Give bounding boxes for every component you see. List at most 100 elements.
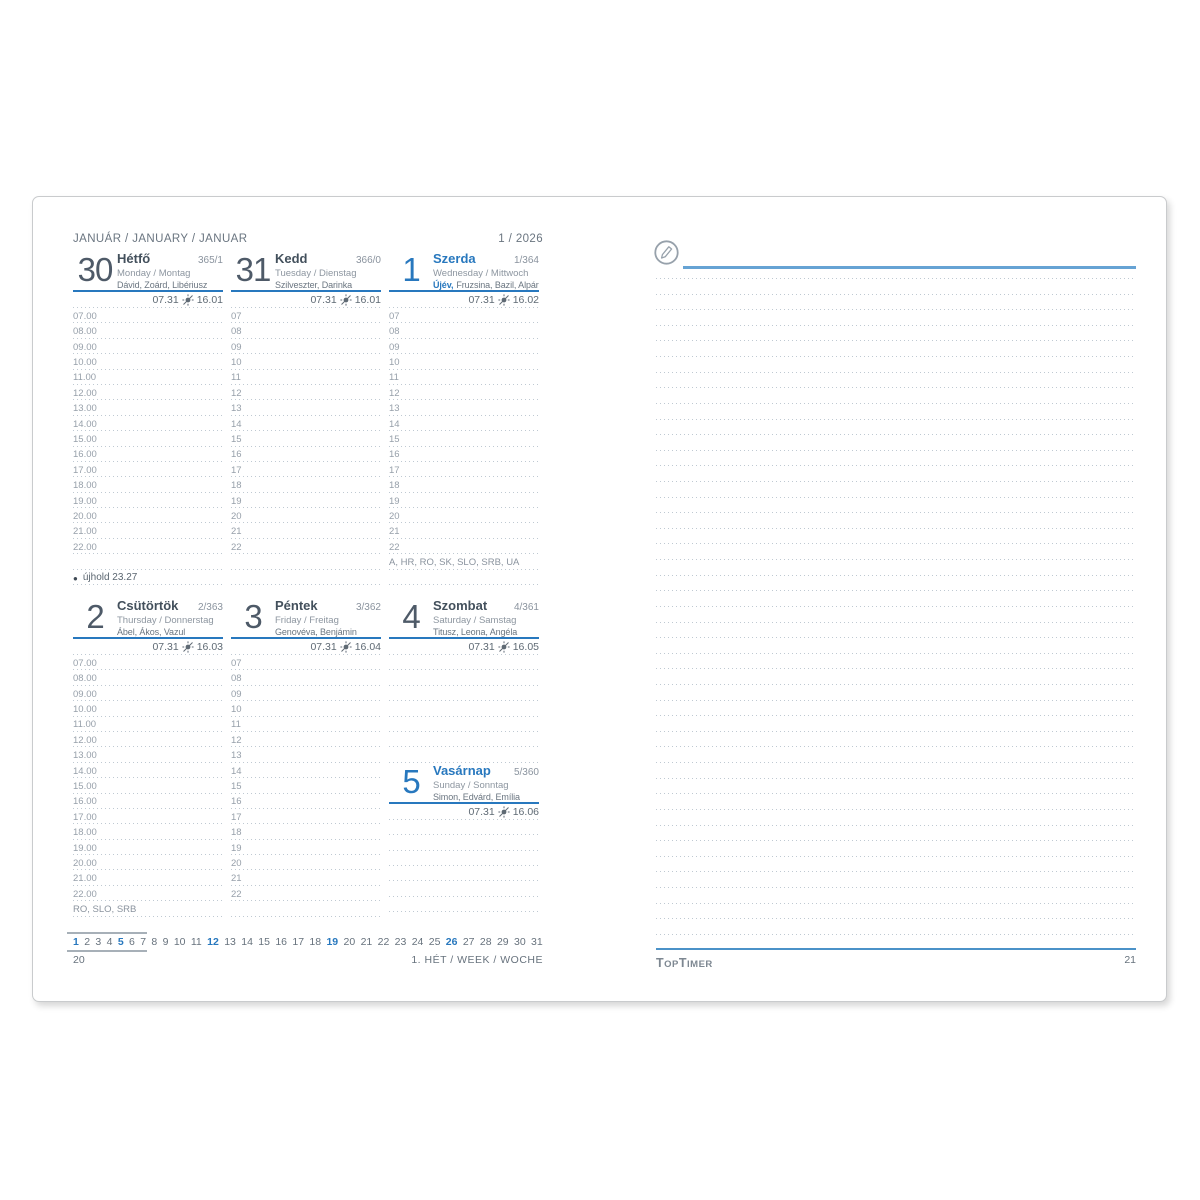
month-day: 9 [162, 936, 169, 948]
note-line [656, 387, 1136, 389]
hour-row: 18 [231, 477, 381, 493]
day-column-31: 31 Kedd 366/0 Tuesday / Dienstag Szilvesz… [231, 251, 381, 586]
day-header: 4 Szombat 4/361 Saturday / Samstag Titusz… [389, 598, 539, 639]
day-name: Péntek [275, 598, 318, 613]
holiday-name: Újév, [433, 280, 454, 290]
sun-times: 07.31 16.03 [73, 639, 223, 655]
name-days: Titusz, Leona, Angéla [433, 627, 518, 637]
hour-row: 08.00 [73, 670, 223, 686]
note-line [656, 730, 1136, 732]
empty-row [389, 819, 539, 836]
day-of-year: 1/364 [513, 255, 539, 266]
note-line [656, 621, 1136, 623]
sunset-icon [182, 641, 194, 653]
note-line [656, 402, 1136, 404]
empty-row [389, 655, 539, 671]
month-day: 8 [151, 936, 158, 948]
sun-times: 07.31 16.01 [73, 292, 223, 308]
hour-row: 13.00 [73, 747, 223, 763]
note-line [656, 605, 1136, 607]
hour-row: 16.00 [73, 446, 223, 462]
sunset-icon [340, 641, 352, 653]
sunset-icon [340, 294, 352, 306]
country-codes-row: A, HR, RO, SK, SLO, SRB, UA [389, 554, 539, 570]
hour-row: 20.00 [73, 508, 223, 524]
name-days: Dávid, Zoárd, Libériusz [117, 280, 208, 290]
month-day: 25 [428, 936, 441, 948]
month-day: 7 [140, 936, 147, 948]
note-line [656, 652, 1136, 654]
hour-row: 15 [231, 778, 381, 794]
note-line [656, 871, 1136, 873]
hour-row: 12.00 [73, 731, 223, 748]
hour-row: 11 [231, 716, 381, 732]
month-day: 13 [224, 936, 236, 948]
day-of-year: 366/0 [355, 255, 381, 266]
hour-row: 13 [231, 747, 381, 763]
month-day: 17 [292, 936, 305, 948]
hour-row: 20 [389, 508, 539, 524]
sun-times: 07.31 16.06 [389, 803, 539, 820]
hour-row: 14.00 [73, 415, 223, 432]
month-day: 6 [129, 936, 135, 948]
note-line [656, 902, 1136, 904]
day-number: 3 [244, 598, 262, 635]
day-name: Hétfő [117, 251, 151, 266]
hour-row: 21 [389, 523, 539, 539]
day-name: Szombat [433, 598, 488, 613]
day-header: 31 Kedd 366/0 Tuesday / Dienstag Szilvesz… [231, 251, 381, 292]
month-day: 29 [496, 936, 509, 948]
hour-row: 10 [231, 701, 381, 717]
hour-row: 16 [231, 793, 381, 809]
day-of-year: 365/1 [197, 255, 223, 266]
empty-row [389, 896, 539, 913]
month-day: 31 [531, 936, 543, 948]
note-line [656, 824, 1136, 826]
hour-row: 17.00 [73, 461, 223, 478]
empty-row [389, 747, 539, 763]
day-name: Kedd [275, 251, 308, 266]
hour-row: 22 [389, 538, 539, 555]
footer-line [656, 948, 1136, 950]
note-line [656, 434, 1136, 436]
note-line [656, 293, 1136, 295]
month-day: 4 [106, 936, 113, 948]
day-name: Szerda [433, 251, 476, 266]
day-of-year: 5/360 [513, 766, 539, 778]
hour-row: 11.00 [73, 369, 223, 385]
hour-grid: 07 08 09 10 11 12 13 14 15 16 17 18 19 20 21 22 [231, 655, 381, 917]
note-line [656, 278, 1136, 279]
month-days-strip: 1 2 3 4 5 6 7 8 9 10 11 12 13 14 15 16 17 18 19 20 21 22 23 24 2… [73, 936, 543, 948]
sunset-icon [182, 294, 194, 306]
notes-title-line [683, 266, 1136, 269]
hour-row: 16 [231, 446, 381, 462]
sunset-icon [498, 641, 510, 653]
notes-lines [33, 197, 1166, 1001]
day-name-translations: Thursday / Donnerstag [117, 615, 214, 626]
hour-row: 09.00 [73, 685, 223, 702]
empty-row [389, 685, 539, 702]
name-days: Simon, Edvárd, Emília [433, 791, 520, 802]
hour-row: 19 [231, 839, 381, 856]
day-number: 4 [402, 598, 420, 635]
hour-row: 17.00 [73, 808, 223, 825]
hour-row: 14 [231, 415, 381, 432]
month-day: 19 [326, 936, 339, 948]
hour-row: 19.00 [73, 839, 223, 856]
day-name-translations: Saturday / Samstag [433, 615, 517, 626]
note-line [656, 324, 1136, 326]
month-day: 22 [377, 936, 390, 948]
hour-row: 15 [231, 431, 381, 447]
hour-row: 16 [389, 446, 539, 462]
hour-row: 07 [389, 308, 539, 324]
hour-row: 19.00 [73, 492, 223, 509]
hour-row: 08 [231, 670, 381, 686]
note-line [656, 746, 1136, 748]
hour-row: 15.00 [73, 431, 223, 447]
moon-phase-row: ● újhold 23.27 [73, 569, 223, 586]
month-day: 18 [309, 936, 322, 948]
note-line [656, 309, 1136, 311]
hour-row: 19 [231, 492, 381, 509]
hour-row: 10.00 [73, 701, 223, 717]
month-day: 14 [241, 936, 253, 948]
